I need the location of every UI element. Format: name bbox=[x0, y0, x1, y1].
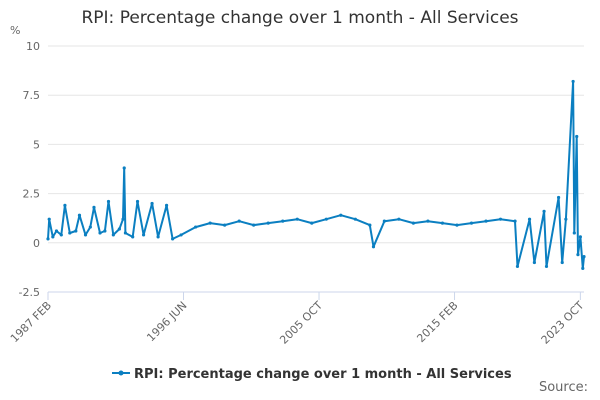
y-tick-label: 5 bbox=[33, 138, 40, 151]
x-axis: 1987 FEB 1996 JUN 2005 OCT 2015 FEB 2023 OCT bbox=[8, 291, 587, 347]
data-point bbox=[575, 134, 579, 139]
data-point bbox=[544, 264, 549, 269]
data-point bbox=[135, 199, 140, 204]
data-point bbox=[47, 217, 51, 221]
y-tick-label: 0 bbox=[33, 237, 40, 250]
data-point bbox=[74, 229, 78, 233]
data-point bbox=[411, 221, 415, 225]
y-axis: -2.5 0 2.5 5 7.5 10% bbox=[10, 24, 40, 299]
data-point bbox=[564, 217, 568, 221]
data-point bbox=[353, 217, 357, 221]
data-point bbox=[117, 227, 121, 231]
y-tick-label: -2.5 bbox=[19, 286, 40, 299]
data-point bbox=[59, 233, 63, 237]
data-point bbox=[397, 217, 401, 221]
y-tick-label: 10 bbox=[26, 40, 40, 53]
data-point bbox=[382, 219, 386, 223]
data-point bbox=[581, 266, 585, 270]
data-point bbox=[103, 229, 107, 233]
legend-label[interactable]: RPI: Percentage change over 1 month - Al… bbox=[134, 367, 512, 382]
data-point bbox=[576, 253, 580, 257]
y-axis-label: % bbox=[10, 24, 20, 37]
data-point bbox=[310, 221, 314, 225]
plot-area bbox=[46, 79, 586, 270]
data-point bbox=[532, 260, 536, 265]
data-point bbox=[98, 231, 102, 235]
data-point bbox=[179, 233, 183, 237]
data-point bbox=[141, 233, 146, 237]
legend-marker bbox=[118, 370, 124, 376]
data-point bbox=[54, 229, 59, 233]
data-point bbox=[164, 203, 169, 208]
data-point bbox=[77, 213, 82, 217]
data-point bbox=[324, 217, 328, 221]
data-point bbox=[542, 209, 546, 213]
data-point bbox=[156, 235, 160, 239]
data-point bbox=[51, 235, 55, 239]
data-point bbox=[237, 219, 241, 223]
data-point bbox=[150, 201, 154, 206]
data-point bbox=[68, 231, 72, 235]
x-tick-label: 2015 FEB bbox=[414, 299, 460, 345]
data-point bbox=[556, 195, 561, 200]
data-point bbox=[295, 217, 299, 221]
series-line bbox=[47, 80, 585, 270]
data-point bbox=[223, 223, 227, 227]
gridlines bbox=[48, 45, 584, 293]
data-point bbox=[106, 199, 111, 204]
data-point bbox=[455, 223, 459, 227]
source-label: Source: bbox=[538, 380, 588, 395]
data-point bbox=[88, 225, 92, 229]
data-point bbox=[111, 233, 115, 237]
data-point bbox=[208, 221, 212, 225]
data-point bbox=[498, 217, 503, 221]
data-point bbox=[469, 221, 474, 225]
x-tick-label: 2023 OCT bbox=[539, 299, 587, 347]
data-point bbox=[131, 235, 135, 239]
data-point bbox=[171, 237, 175, 241]
data-point bbox=[252, 223, 256, 227]
data-point bbox=[578, 235, 582, 239]
data-point bbox=[83, 233, 88, 237]
data-point bbox=[266, 221, 270, 225]
data-point bbox=[515, 264, 520, 269]
data-point bbox=[368, 223, 372, 227]
data-point bbox=[582, 254, 586, 259]
legend[interactable]: RPI: Percentage change over 1 month - Al… bbox=[112, 367, 512, 382]
data-point bbox=[371, 245, 376, 249]
x-tick-label: 1987 FEB bbox=[8, 299, 54, 345]
y-tick-label: 2.5 bbox=[23, 188, 41, 201]
data-point bbox=[339, 213, 343, 217]
data-point bbox=[194, 225, 198, 229]
data-point bbox=[46, 237, 50, 241]
data-point bbox=[571, 79, 575, 84]
data-point bbox=[527, 217, 532, 221]
data-point bbox=[426, 219, 430, 223]
y-tick-label: 7.5 bbox=[23, 89, 41, 102]
data-point bbox=[92, 205, 96, 209]
data-point bbox=[484, 219, 488, 223]
data-point bbox=[121, 217, 125, 221]
data-point bbox=[513, 219, 517, 223]
data-point bbox=[281, 219, 285, 223]
data-point bbox=[123, 231, 128, 235]
x-tick-label: 1996 JUN bbox=[144, 299, 189, 344]
x-tick-label: 2005 OCT bbox=[277, 299, 325, 347]
data-point bbox=[440, 221, 445, 225]
data-point bbox=[572, 231, 576, 235]
chart-title: RPI: Percentage change over 1 month - Al… bbox=[81, 8, 519, 28]
data-point bbox=[560, 260, 564, 265]
data-point bbox=[63, 203, 67, 208]
data-point bbox=[122, 166, 126, 170]
